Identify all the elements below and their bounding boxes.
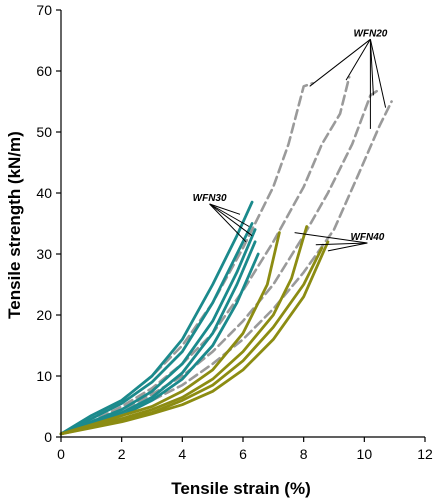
y-tick-label: 40 — [36, 185, 52, 201]
wfn20-curve-3 — [59, 88, 381, 436]
wfn30-curve-4 — [59, 240, 257, 436]
wfn40-curve-4 — [59, 240, 330, 436]
wfn20-curve-2 — [59, 75, 351, 436]
y-tick-label: 60 — [36, 63, 52, 79]
wfn30-annotation-label: WFN30 — [193, 193, 227, 204]
x-tick-label: 2 — [118, 446, 126, 462]
y-axis-title: Tensile strength (kN/m) — [5, 131, 24, 319]
x-tick-label: 8 — [300, 446, 308, 462]
wfn30-curve-2 — [59, 222, 254, 436]
wfn40-curve-1 — [59, 231, 281, 436]
wfn30-leader-line-3 — [209, 203, 253, 237]
x-tick-label: 4 — [178, 446, 186, 462]
wfn30-curve-3 — [59, 228, 257, 436]
x-tick-label: 0 — [57, 446, 65, 462]
wfn20-curve-4 — [59, 100, 393, 436]
wfn40-annotation-label: WFN40 — [350, 232, 384, 243]
y-tick-label: 0 — [44, 429, 52, 445]
plot-lines — [59, 75, 393, 436]
wfn30-leader-line-2 — [209, 203, 250, 227]
wfn40-curve-3 — [59, 246, 324, 436]
wfn20-leader-line-1 — [309, 38, 371, 87]
y-tick-label: 10 — [36, 368, 52, 384]
wfn20-leader-line-4 — [369, 39, 387, 108]
annotations: WFN20 WFN30 WFN40 — [193, 28, 388, 252]
wfn20-annotation-label: WFN20 — [353, 28, 387, 39]
wfn20-curve-1 — [59, 81, 315, 436]
wfn20-leader-line-2 — [345, 39, 371, 81]
x-tick-label: 10 — [357, 446, 373, 462]
y-tick-label: 70 — [36, 2, 52, 18]
axes: 0 2 4 6 8 10 12 0 10 20 30 40 50 60 70 — [36, 2, 433, 462]
wfn30-curve-1 — [59, 200, 254, 436]
y-tick-label: 50 — [36, 124, 52, 140]
wfn40-leader-line-1 — [294, 232, 368, 244]
wfn40-leader-line-2 — [315, 242, 368, 246]
wfn30-leader-line-1 — [209, 203, 241, 215]
x-tick-label: 6 — [239, 446, 247, 462]
wfn40-leader-line-3 — [327, 242, 368, 252]
y-tick-label: 30 — [36, 246, 52, 262]
wfn30-leader-line-4 — [209, 203, 247, 243]
x-axis-title: Tensile strain (%) — [171, 479, 311, 498]
y-tick-label: 20 — [36, 307, 52, 323]
x-tick-label: 12 — [417, 446, 433, 462]
